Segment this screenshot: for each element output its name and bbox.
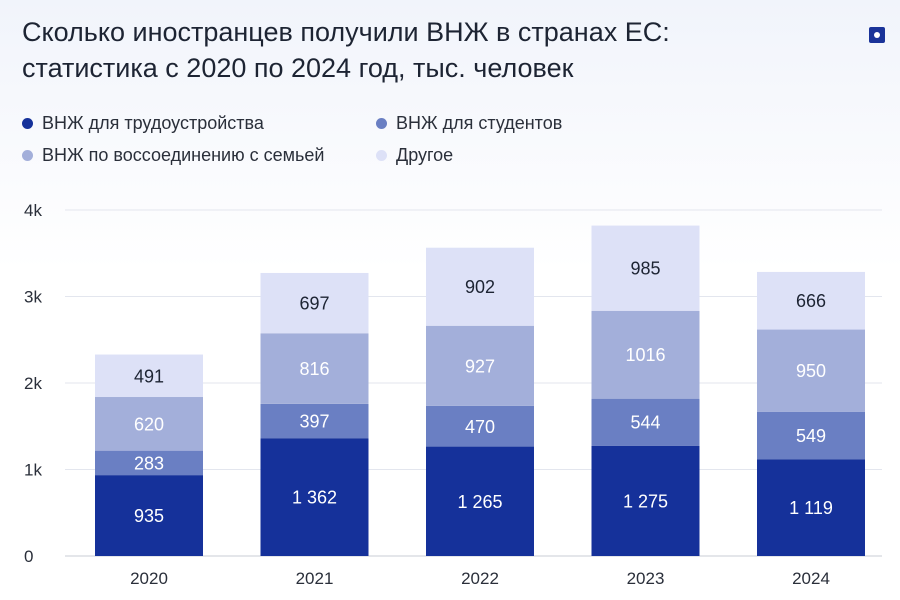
data-label: 1 362 (292, 488, 337, 508)
legend-swatch-family (22, 150, 33, 161)
bar-segment (591, 398, 700, 446)
data-label: 470 (465, 417, 495, 437)
stacked-bar-chart: 0 1k 2k 3k 4k 935 283 620 491 2020 1 362 397 816 697 2… (24, 201, 882, 588)
data-label: 620 (134, 414, 164, 434)
data-label: 1 275 (623, 491, 668, 511)
bar-segment (591, 445, 700, 556)
chart-title-line-2: статистика с 2020 по 2024 год, тыс. чело… (22, 53, 574, 83)
data-label: 1016 (625, 345, 665, 365)
bar-segment (757, 459, 865, 556)
x-tick-label: 2021 (296, 569, 334, 588)
bar-segment (757, 329, 865, 412)
y-tick-label: 0 (24, 547, 33, 566)
data-label: 950 (796, 361, 826, 381)
bar-segment (426, 446, 534, 556)
data-label: 397 (299, 412, 329, 432)
y-tick-label: 4k (24, 201, 42, 220)
data-label: 935 (134, 506, 164, 526)
bar-segment (426, 325, 534, 406)
bar-segment (260, 403, 369, 439)
data-label: 491 (134, 366, 164, 386)
legend-label-students: ВНЖ для студентов (396, 113, 563, 133)
bar-segment (757, 271, 865, 330)
square-dot-icon (869, 27, 885, 43)
data-label: 1 265 (457, 492, 502, 512)
y-tick-label: 2k (24, 374, 42, 393)
chart-title: Сколько иностранцев получили ВНЖ в стран… (22, 14, 822, 86)
data-label: 985 (630, 259, 660, 279)
data-label: 816 (299, 359, 329, 379)
bar-segment (426, 247, 534, 326)
data-label: 544 (630, 413, 660, 433)
data-label: 549 (796, 426, 826, 446)
x-tick-label: 2023 (627, 569, 665, 588)
legend-item-family: ВНЖ по воссоединению с семьей (22, 145, 324, 166)
bar-segment (591, 225, 700, 311)
legend-label-employment: ВНЖ для трудоустройства (42, 113, 264, 133)
legend-label-family: ВНЖ по воссоединению с семьей (42, 145, 325, 165)
data-label: 927 (465, 356, 495, 376)
bar-segment (95, 450, 203, 476)
bar-segment (757, 411, 865, 460)
data-label: 1 119 (789, 498, 833, 518)
bar-segment (95, 475, 203, 556)
bar-segment (95, 397, 203, 451)
legend-swatch-students (376, 118, 387, 129)
bar-segment (260, 272, 369, 334)
data-label: 697 (299, 294, 329, 314)
chart-title-line-1: Сколько иностранцев получили ВНЖ в стран… (22, 17, 670, 47)
legend-item-students: ВНЖ для студентов (376, 113, 562, 134)
x-tick-label: 2024 (792, 569, 830, 588)
legend-swatch-other (376, 150, 387, 161)
bar-segment (260, 438, 369, 556)
y-tick-label: 1k (24, 461, 42, 480)
y-tick-label: 3k (24, 288, 42, 307)
legend-item-employment: ВНЖ для трудоустройства (22, 113, 264, 134)
legend-label-other: Другое (396, 145, 454, 165)
data-label: 666 (796, 291, 826, 311)
x-tick-label: 2020 (130, 569, 168, 588)
bar-segment (591, 310, 700, 399)
data-label: 283 (134, 453, 164, 473)
chart-legend: ВНЖ для трудоустройства ВНЖ для студенто… (22, 113, 742, 177)
legend-item-other: Другое (376, 145, 453, 166)
x-tick-label: 2022 (461, 569, 499, 588)
bar-segment (95, 354, 203, 398)
data-label: 902 (465, 277, 495, 297)
bar-segment (260, 333, 369, 404)
bar-segment (426, 405, 534, 447)
legend-swatch-employment (22, 118, 33, 129)
